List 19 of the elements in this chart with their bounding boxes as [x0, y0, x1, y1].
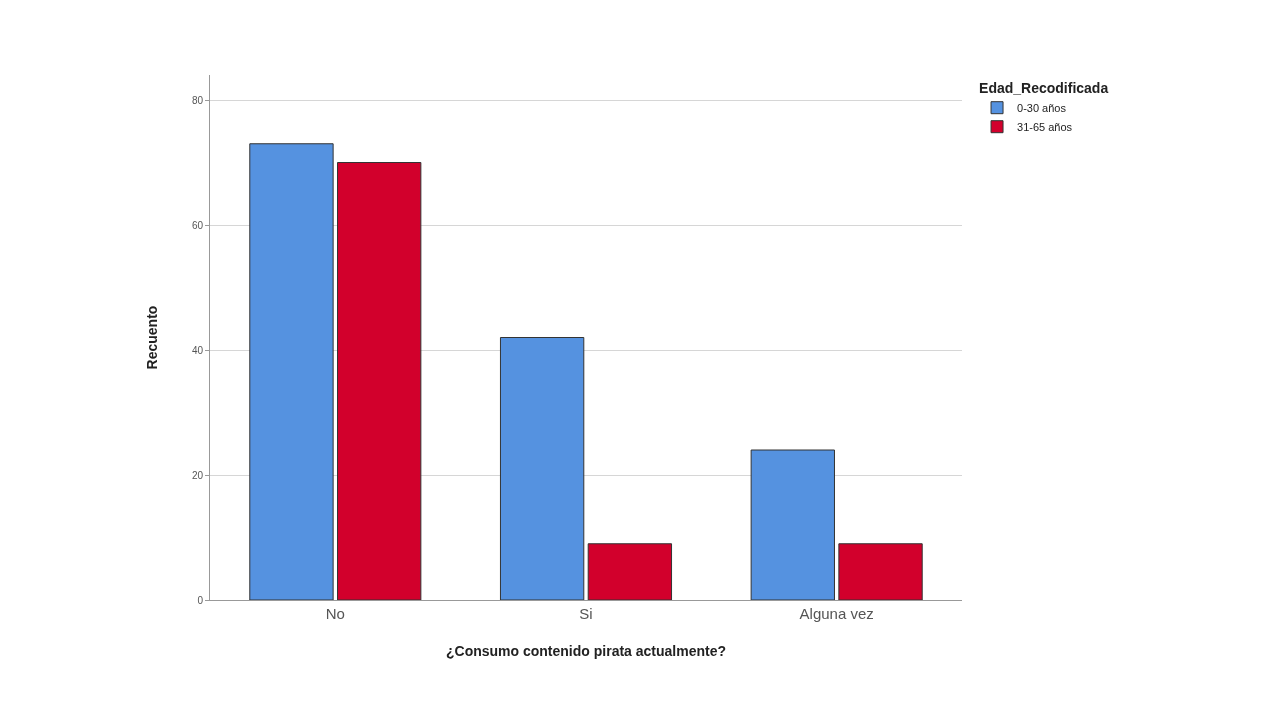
y-axis-title: Recuento [144, 305, 161, 370]
x-tick-label: Alguna vez [799, 605, 874, 622]
legend-label: 31-65 años [1017, 120, 1073, 133]
y-tick-label: 20 [191, 469, 204, 481]
bar [499, 337, 585, 600]
y-tick-label: 40 [191, 344, 204, 356]
bar [337, 162, 422, 600]
y-tick-label: 60 [191, 219, 204, 231]
bar [750, 449, 835, 600]
bar [249, 143, 334, 600]
bar [587, 543, 673, 600]
legend-label: 0-30 años [1017, 101, 1067, 114]
x-axis-title: ¿Consumo contenido pirata actualmente? [445, 643, 727, 660]
y-tick-label: 80 [191, 94, 204, 106]
bar [838, 543, 923, 600]
y-tick-label: 0 [197, 594, 204, 606]
x-tick-label: Si [579, 605, 593, 622]
x-tick-label: No [325, 605, 345, 622]
legend-title: Edad_Recodificada [979, 80, 1109, 97]
